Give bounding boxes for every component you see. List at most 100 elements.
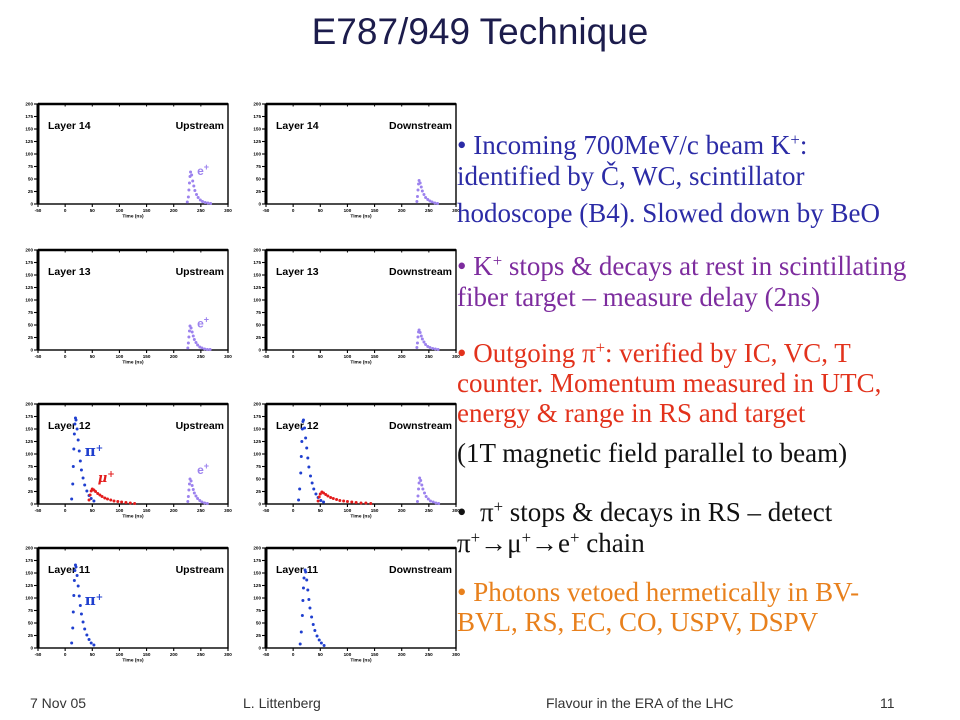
data-point (194, 341, 198, 344)
x-tick-label: 150 (143, 508, 151, 513)
x-tick-label: 50 (90, 508, 96, 513)
data-point (305, 446, 309, 450)
data-point (112, 499, 116, 503)
data-point (198, 499, 202, 502)
data-point (331, 497, 335, 500)
bullet-line: π+→μ+→e+ chain (457, 528, 645, 558)
data-point (350, 500, 354, 504)
data-point (416, 335, 420, 339)
x-tick-label: 100 (116, 652, 124, 657)
x-tick-label: -50 (263, 354, 270, 359)
data-point (302, 576, 306, 580)
data-point (434, 501, 438, 505)
x-tick-label: 100 (116, 508, 124, 513)
x-tick-label: 50 (90, 354, 96, 359)
y-tick-label: 25 (256, 189, 262, 194)
point-series (316, 490, 373, 505)
x-tick-label: -50 (263, 208, 270, 213)
data-point (306, 456, 310, 460)
text-run: chain (579, 528, 645, 558)
x-axis-title: Time (ns) (350, 514, 372, 520)
data-point (79, 612, 83, 616)
data-point (319, 641, 323, 645)
data-point (426, 198, 430, 201)
data-point (338, 499, 342, 502)
data-point (77, 594, 81, 598)
data-point (312, 487, 316, 491)
bullet-line: counter. Momentum measured in UTC, (457, 368, 881, 398)
data-point (187, 181, 191, 185)
superscript: + (521, 527, 532, 547)
x-tick-label: 100 (116, 354, 124, 359)
data-point (298, 487, 302, 491)
data-point (191, 488, 195, 491)
data-point (71, 610, 75, 614)
x-tick-label: 0 (292, 354, 295, 359)
footer-event: Flavour in the ERA of the LHC (546, 695, 734, 711)
data-point (203, 347, 207, 351)
data-point (415, 200, 419, 203)
data-point (100, 495, 104, 498)
x-tick-label: 0 (292, 508, 295, 513)
x-tick-label: 100 (344, 508, 352, 513)
data-point (128, 501, 132, 505)
data-point (189, 479, 193, 483)
label-base: e (197, 164, 204, 178)
layer-label: Layer 13 (48, 266, 91, 278)
data-point (437, 502, 441, 505)
superscript: + (790, 129, 800, 149)
data-point (419, 185, 423, 189)
data-point (309, 474, 313, 478)
y-tick-label: 0 (30, 502, 33, 507)
layer-label: Layer 13 (276, 266, 319, 278)
y-tick-label: 125 (253, 139, 261, 144)
x-tick-label: -50 (263, 508, 270, 513)
x-tick-label: 150 (143, 354, 151, 359)
data-point (194, 494, 198, 498)
data-point (419, 479, 423, 482)
data-point (324, 493, 328, 496)
y-tick-label: 75 (28, 608, 34, 613)
x-tick-label: 300 (224, 652, 232, 657)
y-tick-label: 200 (25, 546, 33, 551)
data-point (124, 501, 128, 504)
data-point (310, 615, 314, 619)
data-point (78, 459, 82, 463)
data-point (72, 432, 76, 436)
data-point (192, 184, 196, 188)
y-tick-label: 75 (28, 310, 34, 315)
x-tick-label: 200 (170, 652, 178, 657)
y-tick-label: 175 (253, 414, 261, 419)
data-point (83, 627, 87, 631)
data-point (301, 586, 305, 590)
data-point (75, 427, 79, 431)
label-base: μ (98, 471, 108, 486)
plot-frame (265, 547, 457, 649)
footer-author: L. Littenberg (243, 695, 321, 711)
y-tick-label: 125 (253, 285, 261, 290)
x-tick-label: 0 (64, 508, 67, 513)
layer-label: Layer 12 (48, 420, 91, 432)
x-tick-label: 150 (371, 652, 379, 657)
y-tick-label: 50 (28, 323, 34, 328)
data-point (317, 495, 321, 499)
text-run: • Outgoing π (457, 338, 596, 368)
x-axis-title: Time (ns) (350, 360, 372, 366)
data-point (72, 579, 76, 582)
data-point (73, 569, 77, 572)
data-point (322, 500, 326, 504)
data-point (430, 200, 434, 204)
y-tick-label: 75 (256, 608, 262, 613)
data-point (436, 202, 440, 205)
text-run: identified by Č, WC, scintillator (457, 161, 805, 191)
data-point (297, 498, 301, 502)
text-run: stops & decays at rest in scintillating (502, 251, 907, 281)
data-point (420, 337, 424, 341)
data-point (200, 346, 204, 350)
data-point (300, 440, 304, 443)
data-point (431, 500, 435, 504)
mu-plus-label: μ+ (98, 470, 115, 486)
detector-side-label: Downstream (389, 120, 452, 132)
data-point (74, 418, 78, 422)
